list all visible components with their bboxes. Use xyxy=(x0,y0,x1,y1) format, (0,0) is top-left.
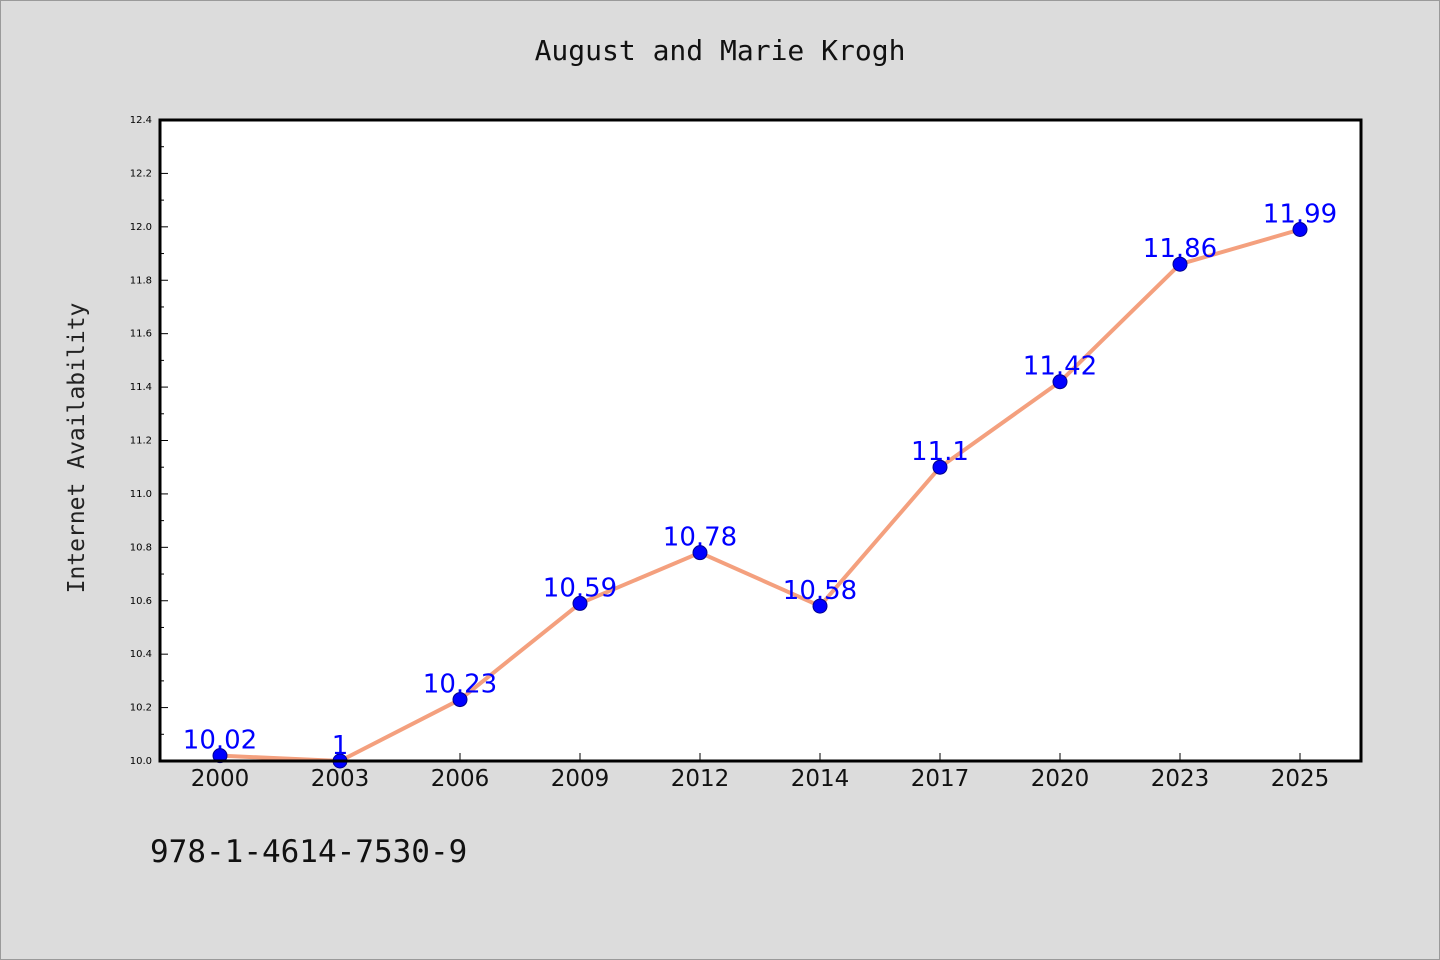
y-tick-label: 10.2 xyxy=(130,703,152,714)
data-point-marker xyxy=(212,748,228,764)
y-tick-label: 11.8 xyxy=(130,275,152,286)
x-tick-label: 2020 xyxy=(1031,766,1090,792)
data-point-marker xyxy=(1292,222,1308,238)
data-point-marker xyxy=(572,595,588,611)
x-tick-label: 2003 xyxy=(311,766,370,792)
x-tick-label: 2006 xyxy=(431,766,490,792)
y-axis-ticks: 10.0 10.2 10.4 10.6 10.8 11.0 11.2 11.4 11.6 11.8… xyxy=(130,115,168,767)
y-tick-label: 11.6 xyxy=(130,329,152,340)
data-point-marker xyxy=(932,459,948,475)
data-point-marker xyxy=(1172,256,1188,272)
y-tick-label: 12.4 xyxy=(130,115,152,126)
x-tick-label: 2025 xyxy=(1271,766,1330,792)
data-point-label: 10.58 xyxy=(783,576,857,606)
plot-area xyxy=(160,120,1361,761)
data-point-label: 11.86 xyxy=(1143,234,1217,264)
y-tick-label: 12.2 xyxy=(130,168,152,179)
series-group: 10.02 1 10.23 10.59 10.78 10.58 11.1 11.42 11.86… xyxy=(183,200,1337,769)
y-tick-label: 11.4 xyxy=(130,382,152,393)
data-point-label: 10.59 xyxy=(543,573,617,603)
y-tick-label: 11.0 xyxy=(130,489,152,500)
data-point-label: 10.23 xyxy=(423,670,497,700)
data-point-marker xyxy=(812,598,828,614)
data-point-label: 10.02 xyxy=(183,726,257,756)
y-tick-label: 10.0 xyxy=(130,756,152,767)
data-point-label: 11.99 xyxy=(1263,200,1337,230)
data-point-label: 10.78 xyxy=(663,523,737,553)
data-point-marker xyxy=(692,545,708,561)
series-line xyxy=(219,227,1301,763)
y-tick-label: 11.2 xyxy=(130,436,152,447)
y-tick-label: 10.8 xyxy=(130,542,152,553)
y-tick-label: 10.6 xyxy=(130,596,152,607)
plot-border xyxy=(158,118,1363,763)
isbn-text: 978-1-4614-7530-9 xyxy=(150,834,468,870)
data-point-label: 1 xyxy=(332,731,349,761)
x-tick-label: 2017 xyxy=(911,766,970,792)
data-point-label: 11.42 xyxy=(1023,352,1097,382)
chart-title: August and Marie Krogh xyxy=(534,34,906,67)
x-tick-label: 2012 xyxy=(671,766,730,792)
data-point-label: 11.1 xyxy=(911,437,969,467)
x-tick-label: 2009 xyxy=(551,766,610,792)
x-axis-ticks: 2000 2003 2006 2009 2012 2014 2017 2020 2023 2025 xyxy=(191,753,1330,792)
x-tick-label: 2023 xyxy=(1151,766,1210,792)
x-tick-label: 2000 xyxy=(191,766,250,792)
data-point-marker xyxy=(1052,374,1068,390)
x-tick-label: 2014 xyxy=(791,766,850,792)
data-point-marker xyxy=(452,692,468,708)
y-tick-label: 12.0 xyxy=(130,222,152,233)
y-tick-label: 10.4 xyxy=(130,649,152,660)
